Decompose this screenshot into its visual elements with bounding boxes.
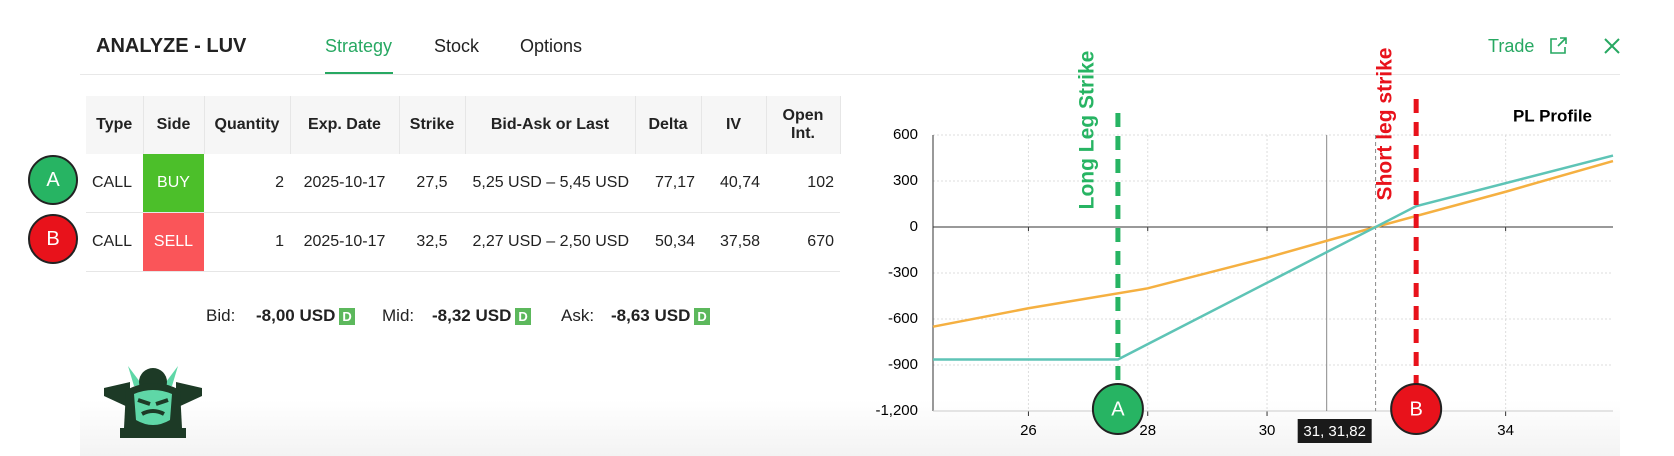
strike-marker-label: B <box>1409 398 1422 420</box>
x-tick-label: 28 <box>1139 422 1156 439</box>
quote-badge: D <box>515 308 531 325</box>
cell: 40,74 <box>701 154 766 213</box>
quote-value: -8,00 USD D <box>256 306 355 326</box>
column-header: Quantity <box>204 96 291 154</box>
quote-value: -8,63 USD D <box>611 306 710 326</box>
external-icon[interactable] <box>1548 36 1568 56</box>
strike-marker <box>1091 383 1144 435</box>
cell: SELL <box>143 212 204 272</box>
x-tick-label: 26 <box>1020 422 1037 439</box>
cell: 1 <box>204 212 290 272</box>
legs-table: Type Side Quantity Exp. Date Strike Bid-Ask o… <box>86 96 841 272</box>
pl-line <box>933 154 1614 361</box>
column-header: IV <box>701 96 767 154</box>
strike-label: Long Leg Strike <box>1075 51 1098 210</box>
column-header: Exp. Date <box>290 96 400 154</box>
cursor-label: 31, 31,82 <box>1303 423 1366 440</box>
tab[interactable]: Strategy <box>325 36 393 56</box>
cell: BUY <box>143 154 204 213</box>
quote-label: Mid: <box>382 306 415 325</box>
strike-label: Short leg strike <box>1374 48 1397 201</box>
quote-label: Ask: <box>561 306 595 325</box>
y-tick-label: -300 <box>888 264 918 281</box>
logo <box>104 366 202 438</box>
cell: 27,5 <box>399 154 465 213</box>
leg-marker: B <box>28 214 78 264</box>
cell: 2025-10-17 <box>290 212 399 272</box>
quote-amount: -8,63 USD <box>611 306 691 325</box>
y-tick-label: 600 <box>893 126 918 143</box>
quote-amount: -8,32 USD <box>432 306 512 325</box>
title: ANALYZE - LUV <box>96 35 247 57</box>
cell: 2 <box>204 154 290 213</box>
y-tick-label: -600 <box>888 310 918 327</box>
column-header: Type <box>86 96 144 154</box>
column-header: Side <box>143 96 205 154</box>
cell: 2,27 USD – 2,50 USD <box>465 212 635 272</box>
x-tick-label: 34 <box>1497 422 1514 439</box>
leg-marker: A <box>28 155 78 205</box>
column-header: Bid-Ask or Last <box>465 96 636 154</box>
column-header: Open Int. <box>766 96 841 154</box>
cell: 102 <box>766 154 840 213</box>
cell: 5,25 USD – 5,45 USD <box>465 154 635 213</box>
y-tick-label: 300 <box>893 172 918 189</box>
y-tick-label: -1,200 <box>875 402 918 419</box>
cell: 77,17 <box>635 154 701 213</box>
tab-underline <box>325 72 393 75</box>
cell: 37,58 <box>701 212 766 272</box>
quote-value: -8,32 USD D <box>432 306 531 326</box>
close-button[interactable] <box>1604 38 1620 54</box>
cell: 2025-10-17 <box>290 154 399 213</box>
quote-badge: D <box>694 308 710 325</box>
strike-marker-label: A <box>1111 398 1125 420</box>
quote-label: Bid: <box>206 306 236 325</box>
cell: CALL <box>86 154 143 213</box>
y-tick-label: 0 <box>910 218 918 235</box>
leg-row: CALL SELL 1 2025-10-17 32,5 2,27 USD – 2,50 U… <box>86 212 840 272</box>
divider <box>80 74 1620 75</box>
y-tick-label: -900 <box>888 356 918 373</box>
leg-row: CALL BUY 2 2025-10-17 27,5 5,25 USD – 5,45 US… <box>86 154 840 213</box>
cursor-label-bg <box>1297 419 1372 443</box>
quote-badge: D <box>339 308 355 325</box>
cell: 32,5 <box>399 212 465 272</box>
cell: 670 <box>766 212 840 272</box>
cell: CALL <box>86 212 143 272</box>
chart-title: PL Profile <box>1513 106 1592 125</box>
quote-amount: -8,00 USD <box>256 306 336 325</box>
strike-marker <box>1390 383 1443 435</box>
trade-link[interactable]: Trade <box>1488 36 1535 56</box>
x-tick-label: 30 <box>1259 422 1276 439</box>
tab[interactable]: Stock <box>434 36 480 56</box>
pl-line <box>932 159 1614 328</box>
cell: 50,34 <box>635 212 701 272</box>
column-header: Strike <box>399 96 466 154</box>
column-header: Delta <box>635 96 702 154</box>
tab[interactable]: Options <box>520 36 583 56</box>
